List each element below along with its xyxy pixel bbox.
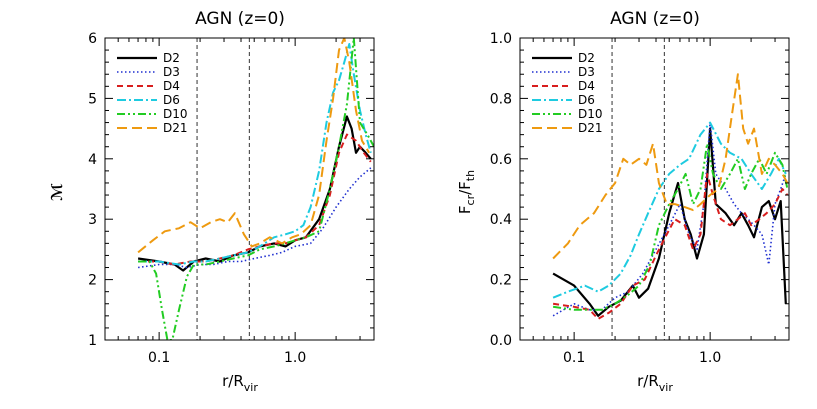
x-tick-label: 1.0 xyxy=(284,350,306,366)
reference-lines xyxy=(196,38,250,340)
panel-pressure-ratio: AGN (z=0) 0.1 1.00.00.20.40.60.81.0 D2D3D… xyxy=(456,9,790,394)
series-d2 xyxy=(137,115,372,272)
series-layer xyxy=(552,73,789,320)
legend-label-d6: D6 xyxy=(578,93,595,107)
axes: 0.1 1.0 1 2 3 4 5 6 xyxy=(88,31,374,366)
legend-label-d21: D21 xyxy=(578,121,603,135)
series-d10 xyxy=(552,142,789,311)
plot-frame xyxy=(519,37,790,341)
y-axis-label: Fcr/Fth xyxy=(456,170,477,214)
legend-label-d10: D10 xyxy=(578,107,603,121)
x-axis-label: r/Rvir xyxy=(637,372,673,394)
x-tick-label: 0.1 xyxy=(563,350,585,366)
y-tick-label: 0.6 xyxy=(490,152,512,168)
y-tick-label: 2 xyxy=(88,273,97,289)
reference-lines xyxy=(611,38,665,340)
y-tick-label: 0.8 xyxy=(490,91,512,107)
y-tick-label: 0.2 xyxy=(490,273,512,289)
x-axis-label: r/Rvir xyxy=(222,372,258,394)
y-tick-label: 0.4 xyxy=(490,212,512,228)
series-layer xyxy=(137,38,374,340)
y-tick-label: 6 xyxy=(88,31,97,47)
y-tick-label: 3 xyxy=(88,212,97,228)
x-tick-label: 1.0 xyxy=(699,350,721,366)
legend-label-d4: D4 xyxy=(578,79,595,93)
legend-label-d2: D2 xyxy=(163,51,180,65)
axes: 0.1 1.0 0.0 0.2 0.4 0.6 0.8 1.0 xyxy=(490,31,789,366)
plot-frame xyxy=(104,37,375,341)
series-d3 xyxy=(137,167,372,269)
legend-label-d3: D3 xyxy=(163,65,180,79)
y-axis-label: ℳ xyxy=(48,183,66,201)
y-tick-label: 1.0 xyxy=(490,31,512,47)
legend-label-d4: D4 xyxy=(163,79,180,93)
x-tick-label: 0.1 xyxy=(148,350,170,366)
series-d21 xyxy=(137,38,370,254)
y-tick-label: 0.0 xyxy=(490,333,512,349)
legend-label-d10: D10 xyxy=(163,107,188,121)
chart-title: AGN (z=0) xyxy=(195,9,285,29)
y-tick-label: 1 xyxy=(88,333,97,349)
legend-label-d6: D6 xyxy=(163,93,180,107)
legend-label-d21: D21 xyxy=(163,121,188,135)
series-d6 xyxy=(552,121,787,299)
series-d10 xyxy=(138,38,374,340)
legend-label-d3: D3 xyxy=(578,65,595,79)
y-tick-label: 4 xyxy=(88,152,97,168)
series-d4 xyxy=(552,172,789,320)
series-d21 xyxy=(552,73,789,260)
legend-label-d2: D2 xyxy=(578,51,595,65)
y-tick-label: 5 xyxy=(88,91,97,107)
chart-title: AGN (z=0) xyxy=(610,9,700,29)
